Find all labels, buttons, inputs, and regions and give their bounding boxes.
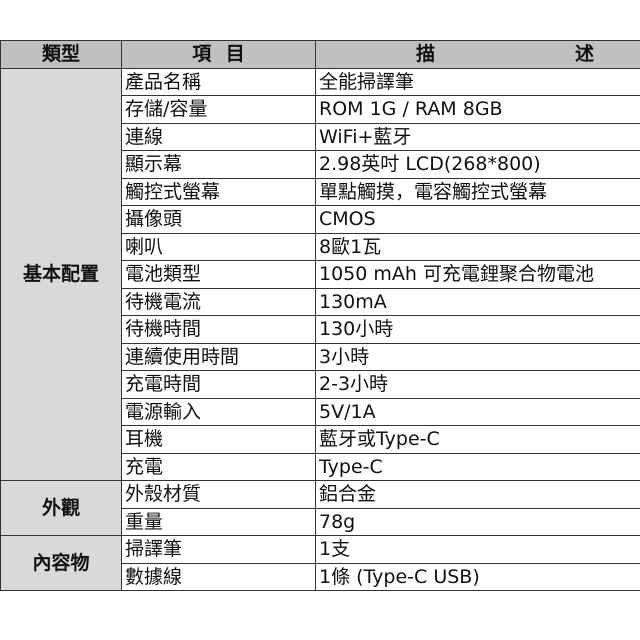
item-cell: 數據線	[121, 562, 316, 591]
header-item: 項 目	[121, 40, 316, 69]
item-cell: 喇叭	[121, 232, 316, 261]
description-cell: 單點觸摸，電容觸控式螢幕	[315, 177, 640, 206]
table-row: 存儲/容量 ROM 1G / RAM 8GB	[1, 95, 640, 124]
header-description: 描述	[315, 40, 640, 69]
table-row: 連線 WiFi+藍牙	[1, 122, 640, 151]
item-cell: 耳機	[121, 425, 316, 454]
description-cell: 1條 (Type-C USB)	[315, 562, 640, 591]
description-cell: 130mA	[315, 287, 640, 316]
item-cell: 充電時間	[121, 370, 316, 399]
description-cell: 3小時	[315, 342, 640, 371]
description-cell: ROM 1G / RAM 8GB	[315, 95, 640, 124]
header-desc-char: 描	[416, 43, 436, 66]
table-row: 顯示幕 2.98英吋 LCD(268*800)	[1, 150, 640, 179]
description-cell: 8歐1瓦	[315, 232, 640, 261]
item-cell: 觸控式螢幕	[121, 177, 316, 206]
table-row: 電池類型 1050 mAh 可充電鋰聚合物電池	[1, 260, 640, 289]
description-cell: 全能掃譯筆	[315, 67, 640, 96]
description-cell: 5V/1A	[315, 397, 640, 426]
item-cell: 連續使用時間	[121, 342, 316, 371]
description-cell: Type-C	[315, 452, 640, 481]
category-cell: 外觀	[0, 480, 122, 536]
table-row: 重量 78g	[1, 507, 640, 536]
spec-table: 類型 項 目 描述 基本配置 產品名稱 全能掃譯筆 存儲/容量 ROM 1G / RAM…	[0, 40, 640, 591]
description-cell: 鋁合金	[315, 480, 640, 509]
table-row: 外觀 外殼材質 鋁合金	[0, 480, 640, 536]
item-cell: 外殼材質	[121, 480, 316, 509]
description-cell: 2-3小時	[315, 370, 640, 399]
description-cell: 2.98英吋 LCD(268*800)	[315, 150, 640, 179]
table-row: 觸控式螢幕 單點觸摸，電容觸控式螢幕	[1, 177, 640, 206]
item-cell: 電池類型	[121, 260, 316, 289]
description-cell: 78g	[315, 507, 640, 536]
table-row: 充電時間 2-3小時	[1, 370, 640, 399]
description-cell: 1050 mAh 可充電鋰聚合物電池	[315, 260, 640, 289]
table-row: 耳機 藍牙或Type-C	[1, 425, 640, 454]
table-row: 連續使用時間 3小時	[1, 342, 640, 371]
description-cell: 130小時	[315, 315, 640, 344]
table-row: 基本配置 產品名稱 全能掃譯筆	[0, 67, 640, 481]
item-cell: 重量	[121, 507, 316, 536]
header-desc-char: 述	[574, 43, 594, 66]
item-cell: 產品名稱	[121, 67, 316, 96]
table-row: 攝像頭 CMOS	[1, 205, 640, 234]
item-cell: 連線	[121, 122, 316, 151]
item-cell: 充電	[121, 452, 316, 481]
item-cell: 待機時間	[121, 315, 316, 344]
table-row: 待機電流 130mA	[1, 287, 640, 316]
header-type: 類型	[0, 40, 122, 69]
item-cell: 顯示幕	[121, 150, 316, 179]
item-cell: 掃譯筆	[121, 535, 316, 564]
description-cell: 藍牙或Type-C	[315, 425, 640, 454]
item-cell: 攝像頭	[121, 205, 316, 234]
item-cell: 存儲/容量	[121, 95, 316, 124]
header-row: 類型 項 目 描述	[0, 40, 640, 69]
table-row: 數據線 1條 (Type-C USB)	[1, 562, 640, 591]
item-cell: 待機電流	[121, 287, 316, 316]
description-cell: 1支	[315, 535, 640, 564]
table-row: 電源輸入 5V/1A	[1, 397, 640, 426]
category-cell: 內容物	[0, 535, 122, 591]
table-row: 喇叭 8歐1瓦	[1, 232, 640, 261]
category-cell: 基本配置	[0, 67, 122, 481]
description-cell: WiFi+藍牙	[315, 122, 640, 151]
item-cell: 電源輸入	[121, 397, 316, 426]
table-row: 內容物 掃譯筆 1支	[0, 535, 640, 591]
description-cell: CMOS	[315, 205, 640, 234]
